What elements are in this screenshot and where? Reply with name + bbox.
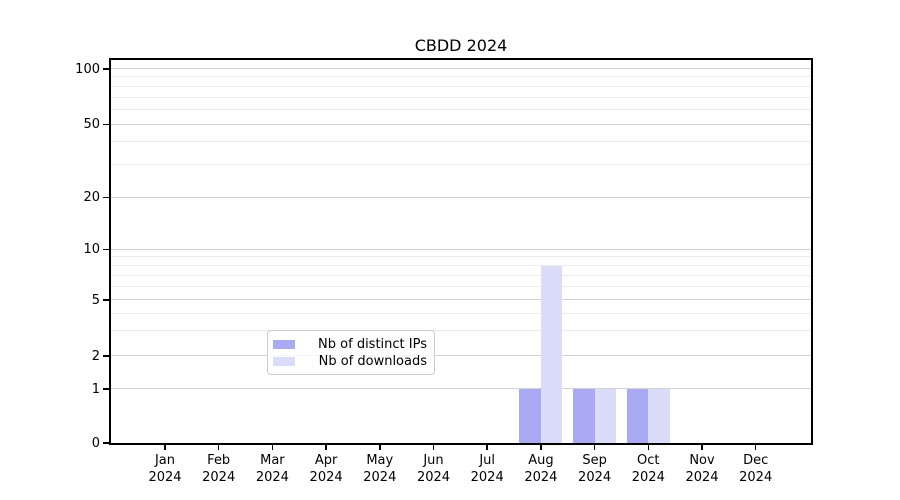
y-tick-mark <box>103 299 109 301</box>
major-gridline <box>111 248 811 250</box>
legend-swatch-distinct-ips <box>273 340 295 349</box>
y-tick-label: 0 <box>91 435 100 451</box>
major-gridline <box>111 388 811 389</box>
x-tick-label: Aug 2024 <box>524 453 558 485</box>
bar-downloads-aug-2024 <box>540 265 563 443</box>
y-tick-mark <box>103 123 109 126</box>
x-tick-label: Sep 2024 <box>578 453 612 485</box>
minor-gridline <box>111 96 811 98</box>
legend: Nb of distinct IPs Nb of downloads <box>267 330 435 375</box>
y-tick-mark <box>103 388 109 390</box>
y-tick-mark <box>103 355 109 357</box>
x-tick-mark <box>647 445 650 450</box>
x-tick-mark <box>486 445 488 450</box>
bar-downloads-sep-2024 <box>594 389 617 443</box>
minor-gridline <box>111 330 811 332</box>
y-tick-label: 10 <box>83 242 100 257</box>
minor-gridline <box>111 256 811 258</box>
x-tick-label: Nov 2024 <box>685 453 719 485</box>
minor-gridline <box>111 264 811 266</box>
legend-label: Nb of downloads <box>318 354 427 369</box>
legend-swatch-downloads <box>273 357 295 366</box>
x-tick-label: Oct 2024 <box>631 453 665 485</box>
x-tick-label: Jan 2024 <box>148 453 182 485</box>
legend-label: Nb of distinct IPs <box>318 337 427 352</box>
x-tick-mark <box>379 445 381 450</box>
major-gridline <box>111 196 811 198</box>
major-gridline <box>111 123 811 125</box>
y-tick-label: 2 <box>91 348 100 364</box>
y-tick-mark <box>103 248 109 251</box>
x-tick-mark <box>540 445 542 450</box>
bar-distinct-ips-aug-2024 <box>519 389 541 443</box>
x-tick-mark <box>754 445 757 450</box>
bar-distinct-ips-sep-2024 <box>573 389 595 443</box>
x-tick-mark <box>325 445 327 450</box>
minor-gridline <box>111 108 811 110</box>
x-tick-label: Feb 2024 <box>202 453 236 485</box>
minor-gridline <box>111 274 811 276</box>
major-gridline <box>111 68 811 69</box>
minor-gridline <box>111 285 811 287</box>
major-gridline <box>111 355 811 356</box>
y-tick-label: 20 <box>83 190 100 205</box>
x-tick-label: Apr 2024 <box>309 453 343 485</box>
x-tick-mark <box>164 445 166 450</box>
x-tick-label: Dec 2024 <box>739 453 773 485</box>
x-tick-mark <box>701 445 703 450</box>
minor-gridline <box>111 312 811 314</box>
y-tick-mark <box>103 196 109 199</box>
minor-gridline <box>111 85 811 87</box>
minor-gridline <box>111 76 811 78</box>
x-tick-mark <box>432 445 435 450</box>
y-tick-label: 5 <box>91 292 100 308</box>
major-gridline <box>111 299 811 300</box>
x-tick-mark <box>593 445 596 450</box>
x-tick-label: May 2024 <box>363 453 397 485</box>
bar-downloads-oct-2024 <box>648 389 670 443</box>
y-tick-label: 50 <box>83 117 100 132</box>
minor-gridline <box>111 164 811 166</box>
legend-entry: Nb of distinct IPs <box>273 336 427 353</box>
x-tick-label: Jul 2024 <box>470 453 504 485</box>
x-tick-mark <box>271 445 274 450</box>
y-tick-label: 1 <box>91 381 100 397</box>
x-tick-mark <box>217 445 220 450</box>
chart-title: CBDD 2024 <box>414 36 508 55</box>
legend-entry: Nb of downloads <box>273 353 427 370</box>
y-tick-label: 100 <box>75 61 100 77</box>
y-tick-mark <box>103 68 109 70</box>
x-tick-label: Mar 2024 <box>255 453 289 485</box>
plot-area <box>109 58 813 445</box>
bar-distinct-ips-oct-2024 <box>626 389 649 443</box>
y-tick-mark <box>103 442 109 444</box>
minor-gridline <box>111 141 811 143</box>
x-tick-label: Jun 2024 <box>416 453 451 485</box>
